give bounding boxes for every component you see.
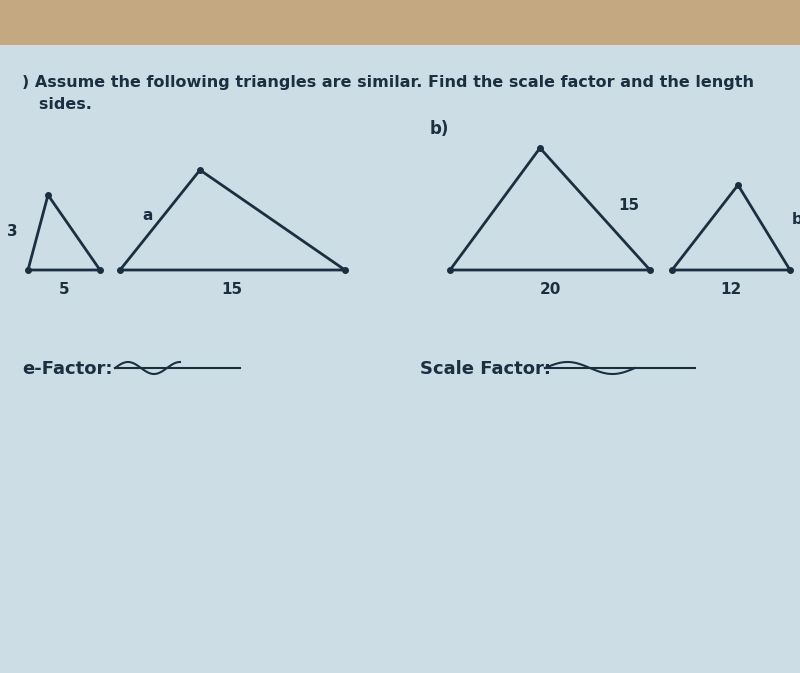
Text: 15: 15 [618, 197, 639, 213]
FancyBboxPatch shape [0, 0, 800, 45]
Text: 20: 20 [539, 282, 561, 297]
Text: 3: 3 [7, 225, 18, 240]
Text: sides.: sides. [22, 97, 92, 112]
Text: Scale Factor:: Scale Factor: [420, 360, 551, 378]
Text: ) Assume the following triangles are similar. Find the scale factor and the leng: ) Assume the following triangles are sim… [22, 75, 754, 90]
Text: b): b) [430, 120, 450, 138]
Text: 15: 15 [222, 282, 242, 297]
Text: e-Factor:: e-Factor: [22, 360, 113, 378]
Text: 12: 12 [720, 282, 742, 297]
FancyBboxPatch shape [0, 45, 800, 673]
Text: b: b [792, 213, 800, 227]
Text: a: a [143, 207, 153, 223]
Text: 5: 5 [58, 282, 70, 297]
